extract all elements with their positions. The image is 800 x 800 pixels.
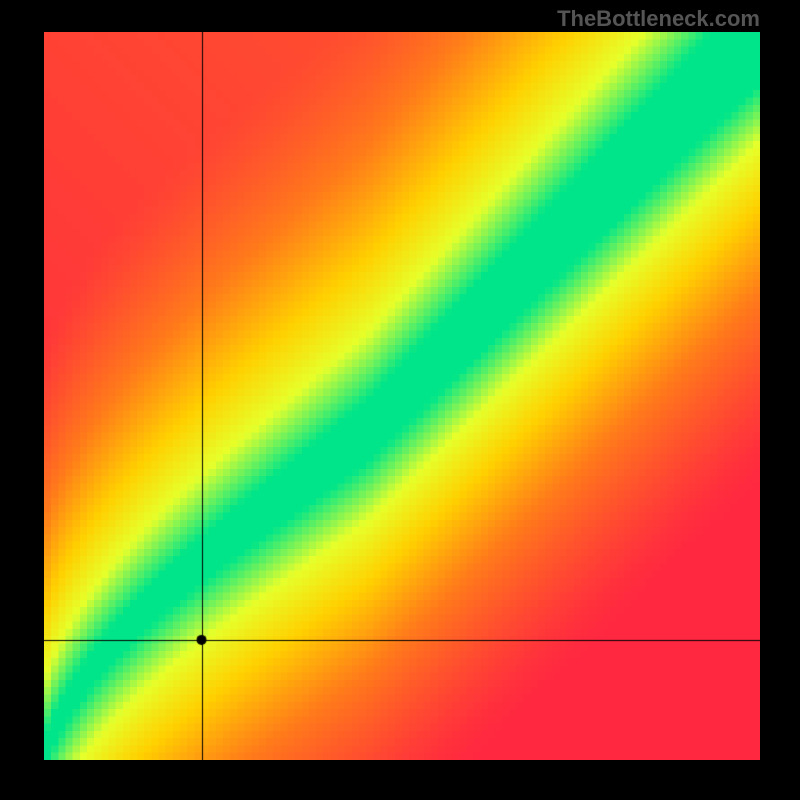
chart-container: TheBottleneck.com	[0, 0, 800, 800]
crosshair-overlay	[44, 32, 760, 760]
watermark: TheBottleneck.com	[557, 6, 760, 32]
